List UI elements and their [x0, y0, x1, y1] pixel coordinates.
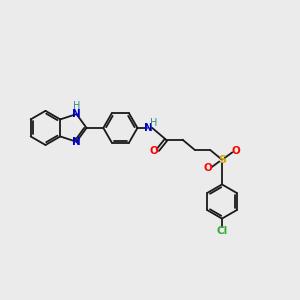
Text: O: O	[149, 146, 158, 157]
Text: N: N	[72, 137, 81, 147]
Text: S: S	[218, 155, 226, 165]
Text: N: N	[144, 123, 153, 133]
Text: H: H	[150, 118, 158, 128]
Text: Cl: Cl	[216, 226, 228, 236]
Text: H: H	[73, 101, 80, 111]
Text: N: N	[72, 109, 81, 119]
Text: O: O	[204, 163, 212, 173]
Text: O: O	[232, 146, 240, 157]
